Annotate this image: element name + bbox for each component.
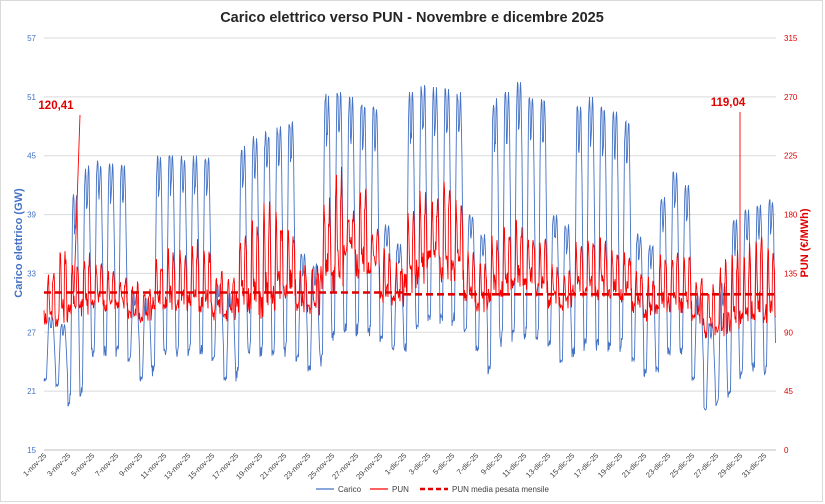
y-tick-right-45: 45 <box>784 387 793 396</box>
chart-title: Carico elettrico verso PUN - Novembre e … <box>220 10 604 26</box>
y-tick-left-21: 21 <box>27 387 36 396</box>
y-tick-left-57: 57 <box>27 34 36 43</box>
y-tick-right-180: 180 <box>784 211 798 220</box>
x-tick-1-nov-25: 1-nov-25 <box>21 451 48 478</box>
y-axis-label-left: Carico elettrico (GW) <box>13 188 25 298</box>
series-carico-line <box>43 82 776 411</box>
annotation-leader-1 <box>73 114 81 293</box>
x-tick-19-dic-25: 19-dic-25 <box>596 451 624 479</box>
series-pun-line <box>43 166 776 339</box>
y-tick-right-135: 135 <box>784 269 798 278</box>
x-tick-3-nov-25: 3-nov-25 <box>45 451 72 478</box>
y-tick-right-90: 90 <box>784 328 793 337</box>
x-tick-25-dic-25: 25-dic-25 <box>668 451 696 479</box>
x-tick-13-dic-25: 13-dic-25 <box>524 451 552 479</box>
x-axis-ticks: 1-nov-253-nov-255-nov-257-nov-259-nov-25… <box>21 451 768 481</box>
x-tick-23-dic-25: 23-dic-25 <box>644 451 672 479</box>
right-axis-ticks: 0 45 90 135 180 225 270 315 <box>784 34 798 455</box>
y-tick-left-33: 33 <box>27 269 36 278</box>
y-tick-left-27: 27 <box>27 328 36 337</box>
x-tick-15-dic-25: 15-dic-25 <box>548 451 576 479</box>
x-tick-31-dic-25: 31-dic-25 <box>740 451 768 479</box>
annotation-label-2: 119,04 <box>711 97 746 109</box>
x-tick-5-dic-25: 5-dic-25 <box>431 451 457 477</box>
x-tick-27-dic-25: 27-dic-25 <box>692 451 720 479</box>
series <box>43 82 776 411</box>
y-tick-left-39: 39 <box>27 211 36 220</box>
x-tick-29-nov-25: 29-nov-25 <box>354 451 384 481</box>
x-tick-1-dic-25: 1-dic-25 <box>383 451 409 477</box>
annotation-label-1: 120,41 <box>38 100 74 112</box>
legend-label-carico: Carico <box>338 485 362 494</box>
y-tick-right-225: 225 <box>784 152 798 161</box>
y-tick-right-270: 270 <box>784 93 798 102</box>
legend: Carico PUN PUN media pesata mensile <box>316 485 549 494</box>
y-tick-left-45: 45 <box>27 152 36 161</box>
legend-label-pun: PUN <box>392 485 409 494</box>
y-tick-left-51: 51 <box>27 93 36 102</box>
y-axis-label-right: PUN (€/MWh) <box>799 208 811 277</box>
x-tick-11-dic-25: 11-dic-25 <box>500 451 528 479</box>
y-tick-right-0: 0 <box>784 446 789 455</box>
x-tick-17-dic-25: 17-dic-25 <box>572 451 600 479</box>
x-tick-29-dic-25: 29-dic-25 <box>716 451 744 479</box>
x-tick-7-nov-25: 7-nov-25 <box>93 451 120 478</box>
x-tick-7-dic-25: 7-dic-25 <box>455 451 481 477</box>
legend-label-pun-media: PUN media pesata mensile <box>452 485 549 494</box>
x-tick-21-dic-25: 21-dic-25 <box>620 451 648 479</box>
y-tick-right-315: 315 <box>784 34 798 43</box>
left-axis-ticks: 15 21 27 33 39 45 51 57 <box>27 34 36 455</box>
y-tick-left-15: 15 <box>27 446 36 455</box>
x-tick-5-nov-25: 5-nov-25 <box>69 451 96 478</box>
annotations: 120,41 119,04 <box>38 97 746 295</box>
x-tick-3-dic-25: 3-dic-25 <box>407 451 433 477</box>
